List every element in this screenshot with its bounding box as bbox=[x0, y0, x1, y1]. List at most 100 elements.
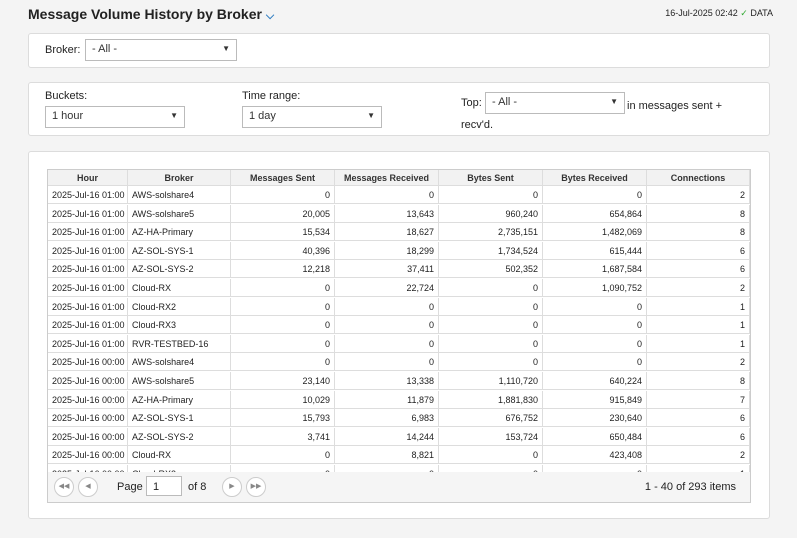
table-cell: 230,640 bbox=[543, 409, 647, 428]
table-cell: 2 bbox=[647, 279, 750, 297]
table-cell: 915,849 bbox=[543, 390, 647, 409]
table-cell: 3,741 bbox=[231, 427, 335, 446]
table-cell: AZ-SOL-SYS-2 bbox=[128, 427, 231, 446]
table-cell: 2025-Jul-16 01:00 bbox=[48, 260, 128, 279]
table-cell: 6,983 bbox=[335, 409, 439, 428]
table-cell: 2025-Jul-16 01:00 bbox=[48, 204, 128, 223]
prev-page[interactable]: ◀ bbox=[78, 477, 98, 497]
table-cell: 1,734,524 bbox=[439, 241, 543, 260]
table-cell: 6 bbox=[647, 241, 750, 260]
data-grid: Hour Broker Messages Sent Messages Received… bbox=[47, 169, 751, 474]
table-cell: 650,484 bbox=[543, 427, 647, 446]
top-select[interactable]: - All - ▼ bbox=[485, 92, 625, 114]
last-page[interactable]: ▶▶ bbox=[246, 477, 266, 497]
table-cell: 1,110,720 bbox=[439, 372, 543, 390]
column-header[interactable]: Messages Sent bbox=[231, 170, 335, 186]
table-cell: 654,864 bbox=[543, 204, 647, 223]
column-header[interactable]: Bytes Sent bbox=[439, 170, 543, 186]
table-cell: 0 bbox=[543, 186, 647, 204]
table-cell: 14,244 bbox=[335, 427, 439, 446]
table-cell: Cloud-RX3 bbox=[128, 316, 231, 335]
table-cell: 502,352 bbox=[439, 260, 543, 279]
table-cell: 0 bbox=[335, 465, 439, 473]
table-cell: 2025-Jul-16 00:00 bbox=[48, 390, 128, 409]
table-cell: 2025-Jul-16 00:00 bbox=[48, 465, 128, 473]
table-cell: 11,879 bbox=[335, 390, 439, 409]
page-title: Message Volume History by Broker ⌵ bbox=[28, 6, 274, 23]
table-cell: AWS-solshare5 bbox=[128, 372, 231, 390]
table-cell: 15,534 bbox=[231, 223, 335, 242]
column-header[interactable]: Hour bbox=[48, 170, 128, 186]
table-cell: AZ-SOL-SYS-1 bbox=[128, 409, 231, 428]
table-cell: 1 bbox=[647, 316, 750, 335]
table-cell: 0 bbox=[335, 316, 439, 335]
table-cell: 2025-Jul-16 01:00 bbox=[48, 279, 128, 297]
table-cell: 8 bbox=[647, 204, 750, 223]
table-cell: 0 bbox=[231, 465, 335, 473]
table-cell: 2025-Jul-16 00:00 bbox=[48, 353, 128, 372]
table-cell: 15,793 bbox=[231, 409, 335, 428]
table-cell: RVR-TESTBED-16 bbox=[128, 334, 231, 353]
table-cell: 0 bbox=[439, 334, 543, 353]
column-header[interactable]: Bytes Received bbox=[543, 170, 647, 186]
table-cell: Cloud-RX2 bbox=[128, 297, 231, 316]
table-cell: 615,444 bbox=[543, 241, 647, 260]
table-cell: 0 bbox=[231, 297, 335, 316]
buckets-select[interactable]: 1 hour ▼ bbox=[45, 106, 185, 128]
table-cell: 0 bbox=[439, 353, 543, 372]
table-cell: 0 bbox=[231, 353, 335, 372]
table-cell: 0 bbox=[543, 297, 647, 316]
page-input[interactable]: 1 bbox=[146, 476, 182, 496]
pager: ◀◀ ◀ Page 1 of 8 ▶ ▶▶ 1 - 40 of 293 item… bbox=[47, 472, 751, 503]
table-cell: 960,240 bbox=[439, 204, 543, 223]
table-cell: 0 bbox=[335, 297, 439, 316]
table-cell: 0 bbox=[335, 334, 439, 353]
table-cell: 2025-Jul-16 00:00 bbox=[48, 409, 128, 428]
table-cell: 8,821 bbox=[335, 446, 439, 465]
broker-label: Broker: bbox=[45, 44, 81, 56]
column-header[interactable]: Connections bbox=[647, 170, 750, 186]
table-cell: 2025-Jul-16 00:00 bbox=[48, 427, 128, 446]
time-range-select[interactable]: 1 day ▼ bbox=[242, 106, 382, 128]
table-cell: AWS-solshare4 bbox=[128, 186, 231, 204]
broker-panel: Broker: - All - ▼ bbox=[28, 33, 770, 68]
table-cell: 22,724 bbox=[335, 279, 439, 297]
table-cell: 640,224 bbox=[543, 372, 647, 390]
table-cell: AZ-SOL-SYS-1 bbox=[128, 241, 231, 260]
table-cell: 37,411 bbox=[335, 260, 439, 279]
table-cell: 8 bbox=[647, 372, 750, 390]
broker-select[interactable]: - All - ▼ bbox=[85, 39, 237, 61]
table-cell: 10,029 bbox=[231, 390, 335, 409]
table-cell: 0 bbox=[439, 465, 543, 473]
table-cell: 2 bbox=[647, 446, 750, 465]
column-header[interactable]: Broker bbox=[128, 170, 231, 186]
table-cell: 0 bbox=[439, 186, 543, 204]
table-cell: 18,627 bbox=[335, 223, 439, 242]
table-cell: 676,752 bbox=[439, 409, 543, 428]
table-cell: 2025-Jul-16 01:00 bbox=[48, 316, 128, 335]
column-header[interactable]: Messages Received bbox=[335, 170, 439, 186]
table-cell: 0 bbox=[543, 353, 647, 372]
table-cell: 0 bbox=[439, 316, 543, 335]
top-suffix: in messages sent + recv'd. bbox=[461, 100, 723, 131]
table-cell: 2 bbox=[647, 353, 750, 372]
table-cell: 153,724 bbox=[439, 427, 543, 446]
timestamp: 16-Jul-2025 02:42 bbox=[665, 8, 738, 18]
broker-value: - All - bbox=[92, 43, 118, 55]
table-cell: 1 bbox=[647, 465, 750, 473]
table-cell: 2025-Jul-16 00:00 bbox=[48, 446, 128, 465]
table-cell: AZ-HA-Primary bbox=[128, 223, 231, 242]
next-page[interactable]: ▶ bbox=[222, 477, 242, 497]
table-cell: 2,735,151 bbox=[439, 223, 543, 242]
first-page[interactable]: ◀◀ bbox=[54, 477, 74, 497]
title-menu[interactable]: ⌵ bbox=[265, 10, 275, 22]
table-cell: 13,338 bbox=[335, 372, 439, 390]
table-cell: 0 bbox=[543, 316, 647, 335]
table-cell: 1,687,584 bbox=[543, 260, 647, 279]
table-cell: AZ-SOL-SYS-2 bbox=[128, 260, 231, 279]
table-cell: Cloud-RX bbox=[128, 446, 231, 465]
table-cell: 6 bbox=[647, 260, 750, 279]
table-cell: 2025-Jul-16 01:00 bbox=[48, 223, 128, 242]
table-cell: 0 bbox=[543, 334, 647, 353]
table-cell: 0 bbox=[543, 465, 647, 473]
